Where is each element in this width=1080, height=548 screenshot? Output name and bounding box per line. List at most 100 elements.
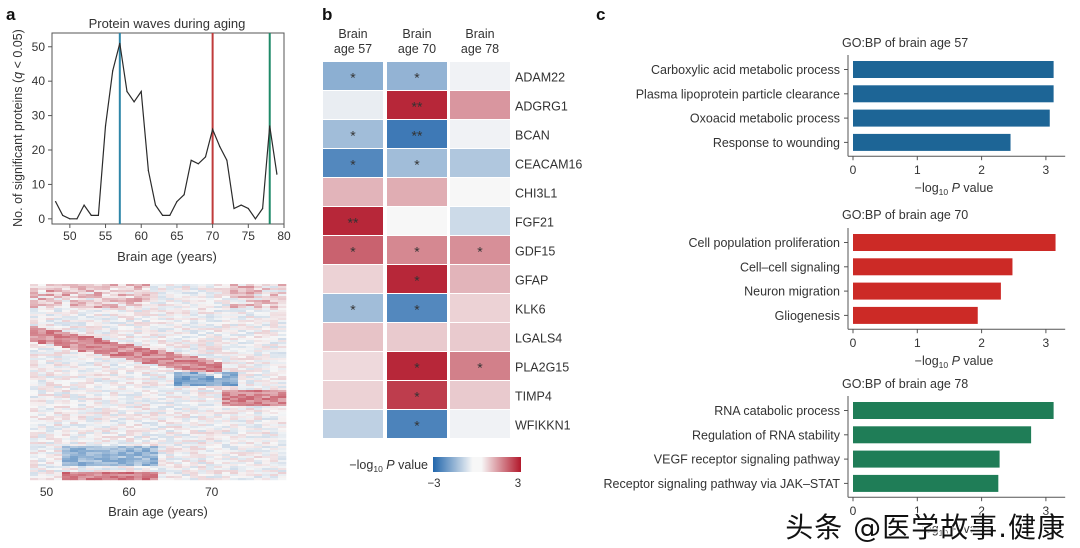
heatmap-cell — [78, 352, 87, 355]
heatmap-cell — [102, 414, 111, 417]
heatmap-cell — [238, 374, 247, 377]
heatmap-cell — [46, 340, 55, 343]
heatmap-cell — [142, 330, 151, 333]
heatmap-cell — [166, 298, 175, 301]
heatmap-cell — [78, 418, 87, 421]
x-tick-label: 1 — [914, 504, 921, 518]
heatmap-cell — [158, 322, 167, 325]
heatmap-cell — [214, 388, 223, 391]
heatmap-cell — [278, 318, 287, 321]
heatmap-cell — [54, 310, 63, 313]
heatmap-cell — [30, 352, 39, 355]
heatmap-cell — [38, 324, 47, 327]
heatmap-cell — [54, 340, 63, 343]
heatmap-cell — [126, 458, 135, 461]
heatmap-cell — [278, 400, 287, 403]
column-header: Brain age 70 — [398, 27, 436, 56]
heatmap-cell — [198, 392, 207, 395]
heatmap-cell — [110, 364, 119, 367]
heatmap-cell — [158, 396, 167, 399]
heatmap-cell — [118, 432, 127, 435]
heatmap-cell — [78, 304, 87, 307]
heatmap-cell — [70, 342, 79, 345]
heatmap-cell — [118, 384, 127, 387]
heatmap-cell — [262, 472, 271, 475]
heatmap-cell — [54, 368, 63, 371]
heatmap-cell — [270, 320, 279, 323]
heatmap-cell — [102, 354, 111, 357]
heatmap-cell — [62, 470, 71, 473]
heatmap-cell — [158, 364, 167, 367]
heatmap-cell — [102, 370, 111, 373]
heatmap-cell — [230, 448, 239, 451]
heatmap-cell — [214, 384, 223, 387]
heatmap-cell — [126, 290, 135, 293]
heatmap-cell — [126, 428, 135, 431]
heatmap-cell — [54, 466, 63, 469]
heatmap-cell — [182, 340, 191, 343]
heatmap-cell — [134, 330, 143, 333]
heatmap-cell — [278, 420, 287, 423]
heatmap-cell — [222, 302, 231, 305]
heatmap-cell — [142, 284, 151, 287]
heatmap-cell — [254, 316, 263, 319]
x-axis-label-p: P — [952, 181, 961, 195]
heatmap-cell — [102, 428, 111, 431]
heatmap-cell — [278, 446, 287, 449]
heatmap-cell — [94, 300, 103, 303]
heatmap-cell — [222, 442, 231, 445]
bar — [853, 474, 999, 492]
heatmap-cell — [214, 366, 223, 369]
heatmap-cell — [262, 426, 271, 429]
heatmap-cell — [30, 434, 39, 437]
heatmap-cell — [278, 402, 287, 405]
heatmap-cell — [254, 318, 263, 321]
heatmap-cell — [150, 476, 159, 479]
heatmap-cell — [222, 478, 231, 481]
heatmap-cell — [262, 378, 271, 381]
heatmap-cell — [134, 346, 143, 349]
heatmap-cell — [190, 294, 199, 297]
heatmap-cell — [126, 382, 135, 385]
heatmap-cell — [190, 406, 199, 409]
heatmap-cell — [70, 386, 79, 389]
heatmap-cell — [150, 310, 159, 313]
heatmap-cell — [150, 290, 159, 293]
heatmap-cell — [78, 298, 87, 301]
heatmap-cell — [86, 372, 95, 375]
heatmap-cell — [150, 344, 159, 347]
heatmap-cell — [54, 424, 63, 427]
heatmap-cell — [142, 324, 151, 327]
heatmap-cell — [230, 376, 239, 379]
heatmap-cell — [158, 380, 167, 383]
heatmap-cell — [270, 322, 279, 325]
heatmap-cell — [278, 444, 287, 447]
heatmap-cell — [174, 476, 183, 479]
heatmap-cell — [190, 428, 199, 431]
heatmap-cell — [118, 464, 127, 467]
heatmap-cell — [62, 316, 71, 319]
heatmap-cell — [238, 394, 247, 397]
heatmap-cell — [230, 310, 239, 313]
heatmap-cell — [62, 378, 71, 381]
heatmap-cell — [174, 478, 183, 481]
heatmap-cell — [150, 370, 159, 373]
heatmap-cell — [190, 380, 199, 383]
heatmap-cell — [134, 344, 143, 347]
heatmap-cell — [278, 344, 287, 347]
heatmap-cell — [70, 420, 79, 423]
heatmap-cell — [214, 350, 223, 353]
heatmap-cell — [94, 434, 103, 437]
heatmap-cell — [198, 326, 207, 329]
heatmap-cell — [126, 430, 135, 433]
heatmap-cell — [198, 314, 207, 317]
heatmap-cell — [270, 302, 279, 305]
heatmap-cell — [230, 382, 239, 385]
heatmap-cell — [254, 454, 263, 457]
heatmap-cell — [94, 410, 103, 413]
heatmap-cell — [262, 412, 271, 415]
heatmap-cell — [254, 398, 263, 401]
heatmap-cell — [78, 342, 87, 345]
heatmap-cell — [142, 374, 151, 377]
heatmap-cell — [118, 404, 127, 407]
